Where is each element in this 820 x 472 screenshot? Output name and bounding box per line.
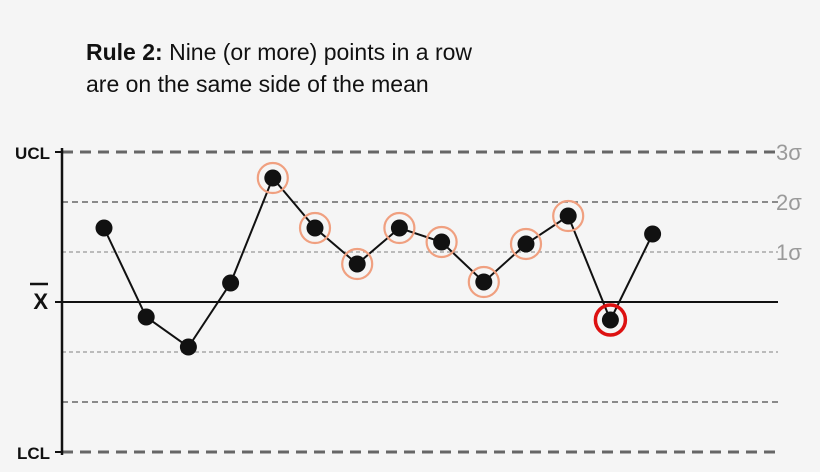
- highlight-ring: [425, 225, 458, 259]
- data-point: [222, 274, 240, 292]
- y-label-x: X: [33, 289, 48, 314]
- data-point: [601, 311, 619, 329]
- chart-title: Rule 2: Nine (or more) points in a row a…: [86, 36, 472, 100]
- alert-ring: [593, 303, 628, 337]
- highlight-ring: [298, 211, 332, 245]
- title-line-2: are on the same side of the mean: [86, 71, 429, 97]
- highlight-ring: [552, 199, 585, 233]
- highlight-ring: [383, 211, 416, 245]
- data-point: [348, 255, 366, 273]
- title-line-1: Rule 2: Nine (or more) points in a row: [86, 36, 472, 68]
- data-point: [644, 225, 662, 243]
- highlight-ring: [256, 161, 289, 195]
- sigma-label-3: 3σ: [776, 140, 802, 165]
- highlight-ring: [467, 265, 500, 299]
- data-point: [433, 233, 451, 251]
- data-point: [137, 308, 155, 326]
- highlight-ring: [341, 247, 374, 281]
- sigma-label-1: 1σ: [776, 240, 802, 265]
- data-point: [475, 273, 493, 291]
- data-point: [179, 338, 197, 356]
- data-point: [559, 207, 577, 225]
- y-label-lcl: LCL: [17, 444, 50, 463]
- data-point: [306, 219, 324, 237]
- data-point: [390, 219, 408, 237]
- y-label-ucl: UCL: [15, 144, 50, 163]
- data-point: [95, 219, 113, 237]
- sigma-label-2: 2σ: [776, 190, 802, 215]
- data-point: [264, 169, 282, 187]
- data-point: [517, 235, 535, 253]
- series-line: [103, 176, 654, 349]
- title-line-1-text: Nine (or more) points in a row: [169, 39, 473, 65]
- rule-label: Rule 2:: [86, 39, 163, 65]
- highlight-ring: [509, 227, 543, 261]
